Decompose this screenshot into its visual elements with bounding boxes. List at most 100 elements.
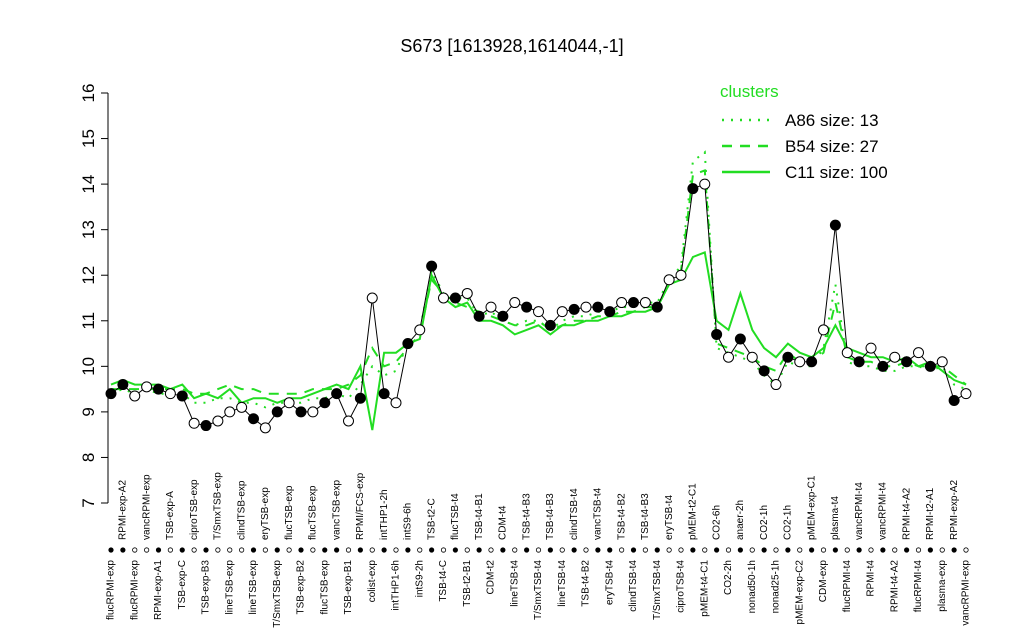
rug-dot [607,547,613,553]
rug-dot [108,547,114,553]
rug-dot [334,547,340,553]
x-tick-label: pMEM-t4-C1 [699,560,710,617]
x-tick-label: flucTSB-t4 [450,493,461,540]
data-point [271,406,283,418]
x-tick-label: TSB-t4-B3 [545,493,556,540]
cluster-line [110,251,967,431]
rug-dot [559,547,565,553]
x-tick-label: RPMI-exp-A2 [118,480,129,540]
x-tick-label: clindTSB-t4 [628,560,639,612]
data-point [438,292,449,304]
data-point [164,388,176,400]
rug-dot [678,547,684,553]
x-tick-label: CO2-6h [711,505,722,540]
x-tick-label: lineTSB-exp [248,560,259,615]
x-tick-label: RPMI/FCS-exp [355,472,366,540]
rug-dot [654,547,660,553]
data-point [877,360,889,372]
x-tick-label: pMEM-exp-C1 [806,475,817,540]
legend-title: clusters [720,82,779,101]
x-tick-label: intTHP1-2h [379,489,390,540]
data-point [117,379,129,391]
rug-dot [892,547,898,553]
data-point [841,347,853,359]
legend-label: B54 size: 27 [785,137,879,156]
rug-dot [476,547,482,553]
rug-dot [595,547,601,553]
rug-dot [357,547,363,553]
data-point [723,351,734,363]
data-point [936,356,948,368]
x-tick-label: nonad50-1h [747,560,758,613]
rug-dot [381,547,387,553]
x-tick-label: flucRPMI-t4 [913,560,924,613]
x-tick-label: TSB-t4-B1 [474,493,485,540]
data-point [568,303,580,315]
data-point [473,310,485,322]
rug-dot [524,547,530,553]
x-tick-label: RPMI-t4-A2 [901,487,912,540]
y-tick-label: 9 [79,407,98,416]
y-tick-label: 12 [79,266,98,285]
rug-dot [820,547,827,553]
rug-dot [440,547,447,553]
cluster-line [111,168,967,395]
rug-dot [203,547,209,553]
x-tick-label: TSB-t4-B2 [581,560,592,607]
x-tick-label: CDM-t4 [498,505,509,540]
y-tick-label: 14 [79,175,98,194]
data-point [283,397,295,409]
data-point [521,301,533,313]
x-tick-label: CDM-t2 [486,560,497,595]
data-point [901,356,913,368]
x-tick-label: TSB-exp-A [165,491,176,540]
data-point [188,417,200,429]
chart-title: S673 [1613928,1614044,-1] [400,36,623,56]
data-point [426,260,438,272]
rug-dot [785,547,791,553]
x-tick-label: plasma-t4 [830,496,841,540]
rug-dot [630,547,637,553]
rug-dot [393,547,399,553]
x-tick-label: flucTSB-exp [319,560,330,615]
rug-dot [345,547,352,553]
data-point [129,390,141,402]
x-tick-label: flucRPMI-t4 [842,560,853,613]
x-tick-label: flucTSB-exp [308,485,319,540]
x-tick-label: lineTSB-t4 [509,560,520,607]
data-point [212,415,224,427]
rug-dot [583,547,589,553]
rug-dot [690,547,696,553]
data-point [758,365,770,377]
rug-dot [832,547,838,553]
rug-dot [500,547,506,553]
data-point [687,183,699,195]
data-point [414,324,426,336]
x-tick-label: eryTSB-exp [260,487,271,540]
x-tick-label: CDM-exp [818,560,829,603]
rug-dot [322,547,328,553]
rug-dot [429,547,435,553]
data-point [948,395,960,406]
data-point [485,301,497,313]
data-point [176,390,188,402]
data-point [651,301,663,313]
x-tick-label: TSB-exp-B3 [201,560,212,615]
rug-dot [939,547,945,553]
data-point [331,388,343,400]
rug-dot [797,547,803,553]
x-tick-label: TSB-t4-B2 [616,493,627,540]
x-tick-label: eryTSB-t4 [604,560,615,605]
rug-dot [262,547,268,553]
rug-dot [642,547,648,553]
data-point [675,269,687,281]
data-point [509,297,521,309]
x-tick-label: anaer-2h [735,500,746,540]
rug-dot [179,547,185,553]
x-tick-label: pMEM-t2-C1 [688,483,699,540]
x-tick-label: eryTSB-t4 [664,495,675,540]
data-point [628,297,639,309]
x-tick-label: clindTSB-t4 [569,488,580,540]
x-tick-label: RPMI-t4-A2 [889,560,900,613]
